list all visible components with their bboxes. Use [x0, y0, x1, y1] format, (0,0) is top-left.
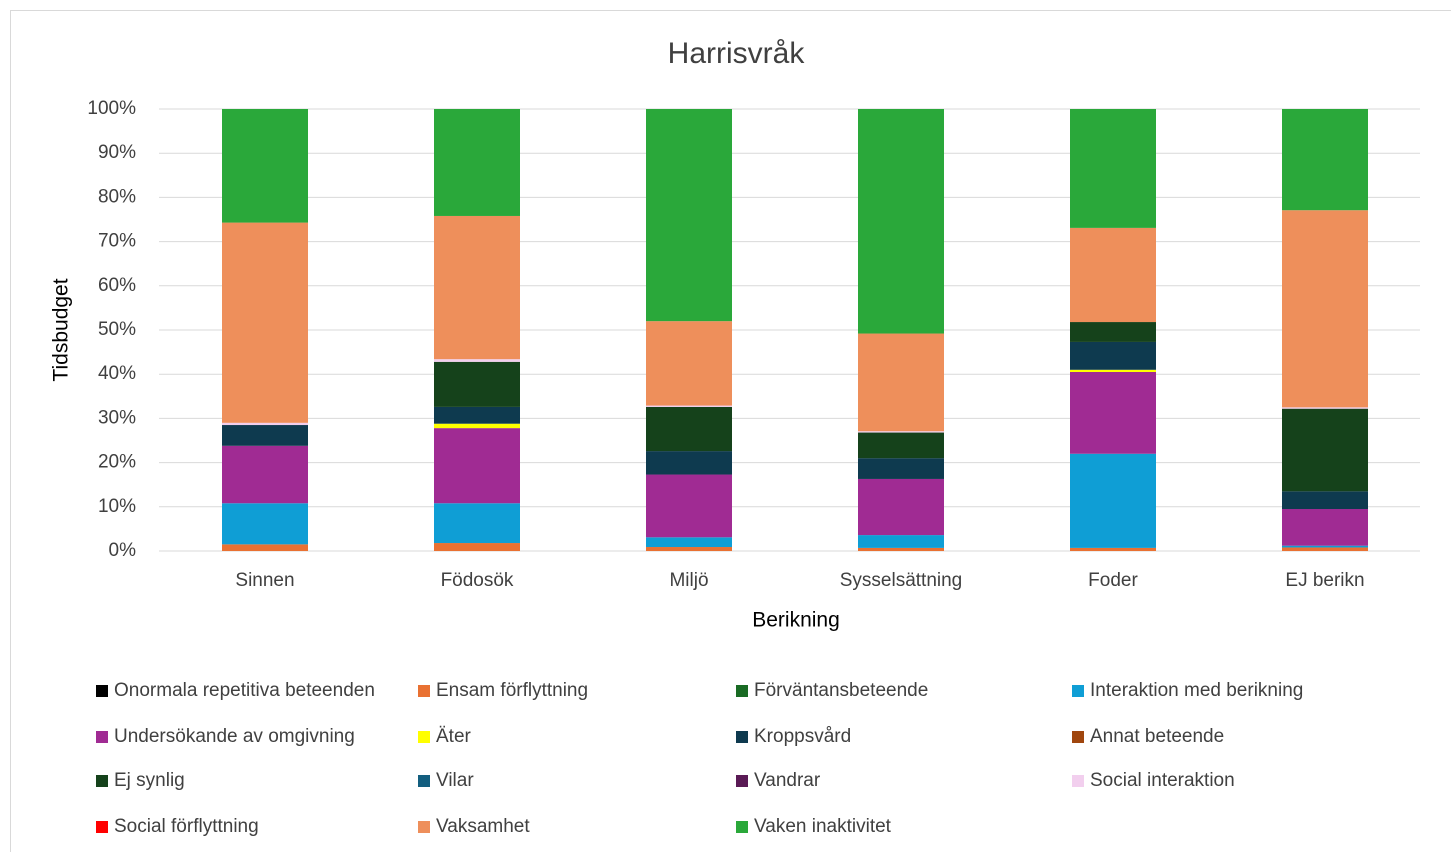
x-tick-label: Sinnen	[235, 570, 294, 591]
bar-segment	[1070, 369, 1156, 372]
legend-swatch	[418, 685, 430, 697]
y-tick-label: 40%	[98, 363, 136, 384]
bar-segment	[222, 503, 308, 545]
bar-segment	[222, 445, 308, 504]
bar-segment	[1070, 322, 1156, 342]
bar-segment	[858, 109, 944, 334]
bar-segment	[1282, 545, 1368, 548]
legend-swatch	[418, 775, 430, 787]
bar-segment	[858, 432, 944, 459]
legend-swatch	[96, 731, 108, 743]
bar-segment	[222, 425, 308, 446]
legend-swatch	[96, 775, 108, 787]
bar-segment	[646, 537, 732, 548]
y-tick-label: 0%	[109, 540, 137, 561]
bar-segment	[646, 474, 732, 538]
y-tick-label: 20%	[98, 452, 136, 473]
bar-segment	[858, 333, 944, 432]
legend-label: Ej synlig	[114, 770, 185, 791]
bar-segment	[858, 431, 944, 433]
y-tick-label: 60%	[98, 275, 136, 296]
legend-label: Vandrar	[754, 770, 821, 791]
bar-segment	[434, 543, 520, 551]
bar-segment	[434, 503, 520, 544]
chart-title: Harrisvråk	[668, 37, 806, 70]
legend-swatch	[1072, 685, 1084, 697]
y-tick-label: 10%	[98, 496, 136, 517]
x-tick-label: Foder	[1088, 570, 1138, 591]
y-axis-title: Tidsbudget	[50, 278, 73, 381]
legend-label: Annat beteende	[1090, 726, 1224, 747]
bar-segment	[222, 422, 308, 426]
bar-segment	[434, 423, 520, 429]
bar-segment	[1282, 407, 1368, 409]
legend-swatch	[736, 775, 748, 787]
x-tick-label: Sysselsättning	[840, 570, 963, 591]
bar-segment	[1282, 509, 1368, 546]
legend-label: Ensam förflyttning	[436, 680, 588, 701]
y-tick-label: 100%	[87, 98, 136, 119]
x-axis-title: Berikning	[752, 609, 840, 632]
legend-swatch	[418, 821, 430, 833]
legend-label: Vaksamhet	[436, 816, 530, 837]
legend-swatch	[96, 821, 108, 833]
legend-label: Kroppsvård	[754, 726, 851, 747]
legend-swatch	[418, 731, 430, 743]
legend-label: Interaktion med berikning	[1090, 680, 1303, 701]
bar-segment	[646, 406, 732, 452]
y-tick-label: 30%	[98, 407, 136, 428]
bar-segment	[646, 405, 732, 407]
legend-label: Äter	[436, 726, 472, 747]
bar-segment	[1282, 210, 1368, 408]
bar-segment	[1282, 547, 1368, 551]
bar-segment	[434, 215, 520, 360]
bar-segment	[434, 109, 520, 216]
bar-segment	[1070, 453, 1156, 548]
bar-segment	[858, 547, 944, 551]
bar-segment	[646, 109, 732, 322]
legend-swatch	[736, 821, 748, 833]
legend-swatch	[736, 685, 748, 697]
bar-segment	[1070, 371, 1156, 454]
bar-segment	[1282, 109, 1368, 211]
x-tick-label: EJ berikn	[1285, 570, 1364, 591]
x-tick-label: Miljö	[669, 570, 708, 591]
bar-segment	[1282, 491, 1368, 510]
bar-segment	[1070, 547, 1156, 551]
x-tick-label: Födosök	[441, 570, 514, 591]
bar-segment	[434, 428, 520, 504]
bar-segment	[858, 535, 944, 548]
bar-segment	[858, 478, 944, 536]
bar-segment	[1070, 341, 1156, 370]
y-tick-label: 50%	[98, 319, 136, 340]
legend-label: Vaken inaktivitet	[754, 816, 892, 837]
bar-segment	[646, 451, 732, 475]
bar-segment	[858, 458, 944, 479]
bar-segment	[1282, 408, 1368, 492]
bar-segment	[222, 222, 308, 423]
legend-swatch	[1072, 775, 1084, 787]
bar-segment	[434, 359, 520, 362]
legend-swatch	[1072, 731, 1084, 743]
y-tick-label: 70%	[98, 231, 136, 252]
legend-label: Undersökande av omgivning	[114, 726, 355, 747]
legend-label: Social interaktion	[1090, 770, 1235, 791]
legend-label: Onormala repetitiva beteenden	[114, 680, 375, 701]
bar-segment	[434, 406, 520, 424]
bar-segment	[222, 544, 308, 551]
y-tick-label: 80%	[98, 186, 136, 207]
bar-segment	[646, 321, 732, 406]
y-tick-label: 90%	[98, 142, 136, 163]
legend-label: Social förflyttning	[114, 816, 259, 837]
legend-swatch	[736, 731, 748, 743]
bar-segment	[1070, 109, 1156, 228]
bar-segment	[434, 361, 520, 407]
legend-label: Vilar	[436, 770, 474, 791]
bar-segment	[646, 547, 732, 551]
bar-segment	[222, 109, 308, 223]
bar-segment	[1070, 227, 1156, 323]
legend-label: Förväntansbeteende	[754, 680, 928, 701]
legend-swatch	[96, 685, 108, 697]
